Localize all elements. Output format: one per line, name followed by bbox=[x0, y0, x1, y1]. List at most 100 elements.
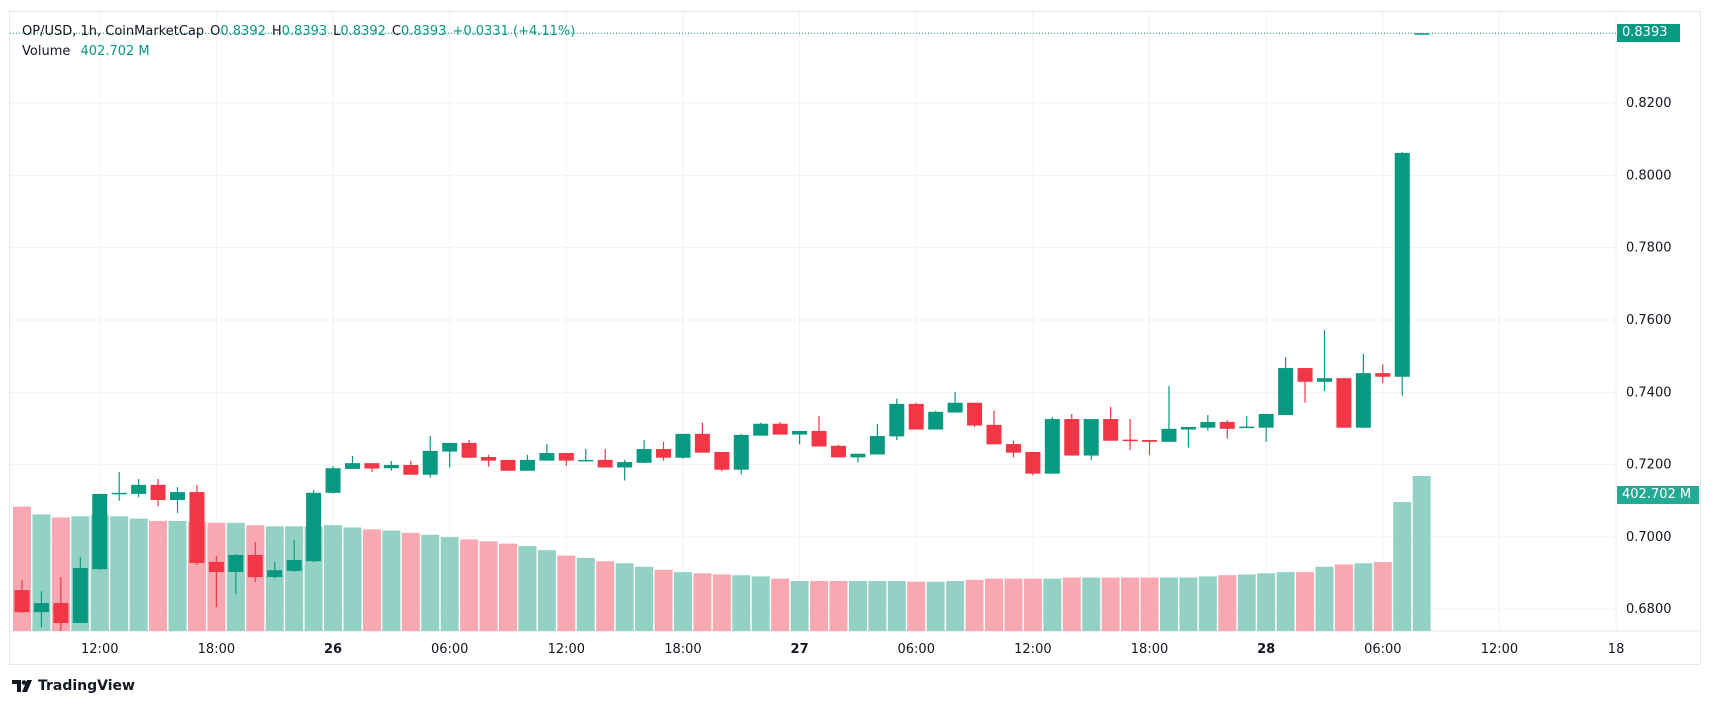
candle bbox=[539, 443, 555, 461]
volume-bar bbox=[771, 578, 790, 631]
candle-body bbox=[267, 570, 283, 578]
volume-bar bbox=[265, 526, 284, 631]
y-tick-label: 0.7400 bbox=[1626, 385, 1672, 400]
volume-bar bbox=[1159, 577, 1178, 631]
x-tick-label: 06:00 bbox=[1364, 642, 1401, 657]
candle-body bbox=[1258, 413, 1274, 428]
candle bbox=[1394, 152, 1410, 396]
candle bbox=[247, 541, 263, 583]
volume-bar bbox=[1023, 578, 1042, 631]
candle bbox=[1044, 416, 1060, 474]
volume-bar bbox=[1082, 577, 1101, 631]
volume-bar bbox=[1140, 577, 1159, 631]
candle bbox=[811, 415, 827, 447]
y-tick-label: 0.6800 bbox=[1626, 602, 1672, 617]
candle-body bbox=[889, 403, 905, 437]
volume-bar bbox=[732, 575, 751, 631]
volume-bar bbox=[51, 517, 70, 631]
low-label: L bbox=[333, 24, 341, 39]
candle bbox=[1103, 406, 1119, 441]
candle bbox=[694, 422, 710, 453]
candle bbox=[461, 440, 477, 458]
candle-body bbox=[422, 450, 438, 475]
volume-bar bbox=[110, 516, 129, 631]
volume-bar bbox=[1334, 564, 1353, 631]
volume-bar bbox=[1354, 563, 1373, 631]
candle-body bbox=[694, 433, 710, 453]
x-tick-label: 12:00 bbox=[81, 642, 118, 657]
candle-body bbox=[1278, 368, 1294, 416]
volume-bar bbox=[965, 579, 984, 631]
volume-bar bbox=[285, 526, 304, 631]
candle-body bbox=[656, 449, 672, 458]
x-tick-label: 18:00 bbox=[1131, 642, 1168, 657]
candle-body bbox=[1161, 428, 1177, 442]
candle bbox=[1180, 426, 1196, 448]
tradingview-logo[interactable]: TradingView bbox=[12, 678, 135, 694]
candle bbox=[383, 460, 399, 471]
candle bbox=[1161, 386, 1177, 442]
candle-body bbox=[247, 555, 263, 578]
x-tick-label: 18 bbox=[1608, 642, 1625, 657]
candle-body bbox=[617, 462, 633, 468]
candle-body bbox=[131, 484, 147, 494]
candle bbox=[830, 444, 846, 458]
volume-bar bbox=[1121, 577, 1140, 631]
candle bbox=[1064, 413, 1080, 456]
candle-body bbox=[850, 453, 866, 458]
candle bbox=[131, 479, 147, 498]
candle bbox=[92, 493, 108, 571]
high-label: H bbox=[271, 24, 282, 39]
volume-bar bbox=[401, 532, 420, 631]
x-tick-label: 26 bbox=[324, 642, 342, 657]
tradingview-logo-icon bbox=[12, 680, 32, 692]
candle-body bbox=[1044, 419, 1060, 474]
y-tick-label: 0.8200 bbox=[1626, 96, 1672, 111]
candle-body bbox=[14, 590, 30, 613]
volume-bar bbox=[1412, 476, 1431, 631]
volume-bar bbox=[1218, 575, 1237, 631]
candle bbox=[286, 540, 302, 572]
candle-body bbox=[189, 492, 205, 563]
volume-bar bbox=[149, 520, 168, 631]
candle bbox=[947, 391, 963, 413]
candle-body bbox=[33, 603, 49, 613]
candle bbox=[1200, 415, 1216, 431]
candle bbox=[733, 433, 749, 475]
candle bbox=[170, 487, 186, 514]
candle-body bbox=[1200, 421, 1216, 428]
candle-body bbox=[1083, 419, 1099, 456]
candle-body bbox=[344, 463, 360, 469]
x-tick-label: 06:00 bbox=[898, 642, 935, 657]
volume-legend: Volume 402.702 M bbox=[22, 44, 156, 59]
chart-frame bbox=[9, 11, 1701, 665]
candle bbox=[1122, 419, 1138, 451]
candle-body bbox=[908, 403, 924, 430]
open-label: O bbox=[210, 24, 221, 39]
candle bbox=[1005, 440, 1021, 458]
candle-body bbox=[461, 442, 477, 458]
candle bbox=[772, 421, 788, 435]
candle bbox=[364, 463, 380, 472]
candle-body bbox=[539, 453, 555, 461]
candle bbox=[208, 556, 224, 608]
candle-body bbox=[383, 464, 399, 469]
volume-bar bbox=[324, 525, 343, 631]
candle bbox=[442, 442, 458, 468]
x-tick-label: 18:00 bbox=[664, 642, 701, 657]
volume-bar bbox=[168, 520, 187, 631]
volume-bar bbox=[460, 539, 479, 631]
candle-body bbox=[714, 451, 730, 470]
candle bbox=[1297, 368, 1313, 403]
candle bbox=[714, 451, 730, 472]
candle bbox=[869, 423, 885, 455]
volume-bar bbox=[343, 527, 362, 631]
candle bbox=[675, 433, 691, 459]
candle bbox=[792, 430, 808, 445]
candle-body bbox=[792, 430, 808, 435]
candle bbox=[597, 449, 613, 468]
candle-body bbox=[481, 457, 497, 461]
candle-body bbox=[286, 560, 302, 571]
candle-body bbox=[1103, 419, 1119, 441]
